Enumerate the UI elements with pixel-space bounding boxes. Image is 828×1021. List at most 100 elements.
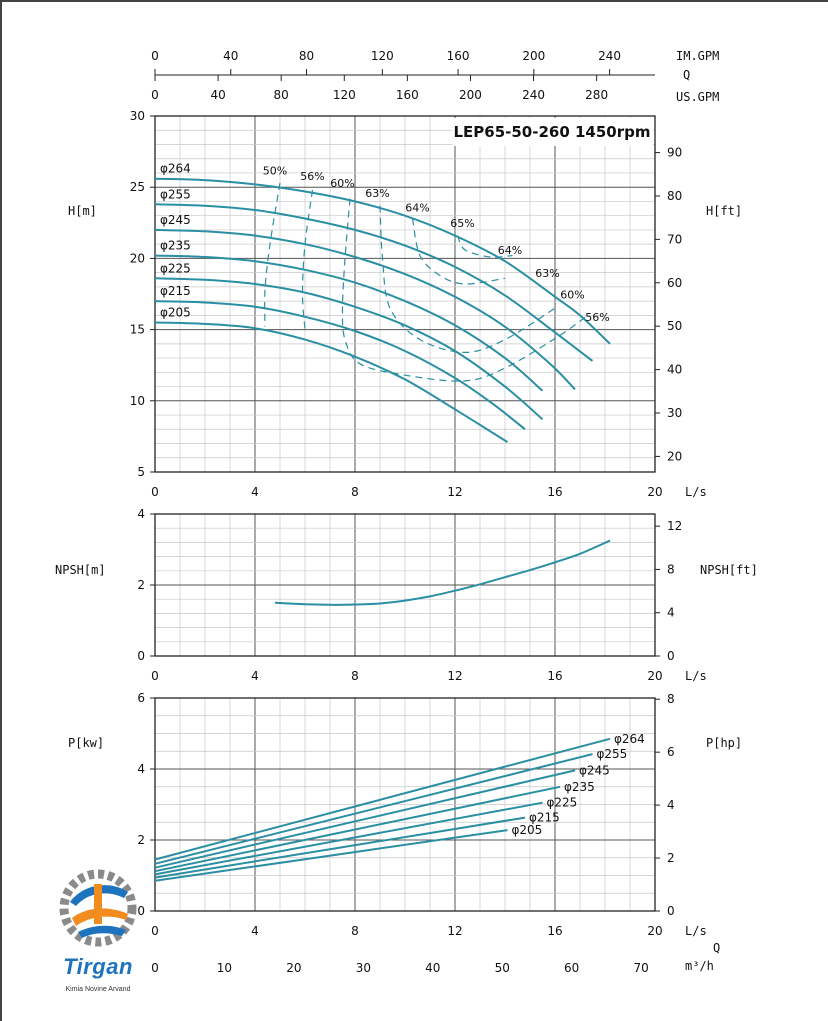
us-gpm-tick-label: 240 — [522, 88, 545, 102]
right-tick-label: 4 — [667, 606, 675, 620]
flow-tick-label: 0 — [151, 669, 159, 683]
us-gpm-unit: US.GPM — [676, 90, 719, 104]
plot-border — [154, 115, 656, 473]
efficiency-contour — [341, 198, 588, 382]
power-line-d264 — [154, 737, 611, 861]
im-gpm-tick-label: 120 — [371, 49, 394, 63]
y-axis-label-right: NPSH[ft] — [700, 563, 758, 577]
efficiency-label: 60% — [560, 288, 584, 301]
bottom-q-label: Q — [713, 941, 720, 955]
npsh-curve — [274, 539, 611, 606]
im-gpm-unit: IM.GPM — [676, 49, 719, 63]
left-tick-label: 30 — [130, 109, 145, 123]
y-axis-label-left: NPSH[m] — [55, 563, 106, 577]
right-tick-label: 0 — [667, 904, 675, 918]
flow-unit-label: L/s — [685, 485, 707, 499]
right-tick-label: 8 — [667, 692, 675, 706]
m3h-unit-label: m³/h — [685, 959, 714, 973]
flow-tick-label: 0 — [151, 485, 159, 499]
left-tick-label: 0 — [137, 649, 145, 663]
im-gpm-tick-label: 80 — [299, 49, 314, 63]
head-curve-d255 — [154, 203, 594, 362]
im-gpm-tick-label: 200 — [522, 49, 545, 63]
left-tick-label: 10 — [130, 394, 145, 408]
top-flow-axes — [154, 69, 655, 81]
efficiency-label: 63% — [365, 187, 389, 200]
efficiency-label: 60% — [330, 177, 354, 190]
head-curve-label: φ245 — [160, 213, 191, 227]
left-tick-label: 25 — [130, 180, 145, 194]
power-line-label: φ264 — [614, 732, 645, 746]
flow-tick-label: 16 — [547, 669, 562, 683]
flow-tick-label: 4 — [251, 924, 259, 938]
head-chart-panel — [150, 115, 660, 473]
left-tick-label: 5 — [137, 465, 145, 479]
m3h-tick-label: 40 — [425, 961, 440, 975]
flow-tick-label: 4 — [251, 669, 259, 683]
efficiency-label: 65% — [450, 217, 474, 230]
flow-tick-label: 12 — [447, 485, 462, 499]
left-tick-label: 0 — [137, 904, 145, 918]
right-tick-label: 2 — [667, 851, 675, 865]
flow-tick-label: 16 — [547, 924, 562, 938]
m3h-tick-label: 70 — [633, 961, 648, 975]
power-line-d205 — [154, 829, 508, 882]
head-curve-label: φ264 — [160, 162, 191, 176]
left-tick-label: 20 — [130, 251, 145, 265]
left-tick-label: 2 — [137, 578, 145, 592]
head-curve-label: φ215 — [160, 284, 191, 298]
m3h-tick-label: 20 — [286, 961, 301, 975]
company-logo: Tirgan Kimia Novine Arvand — [48, 862, 148, 1000]
efficiency-contour — [301, 189, 314, 330]
right-tick-label: 20 — [667, 449, 682, 463]
m3h-tick-label: 0 — [151, 961, 159, 975]
us-gpm-tick-label: 80 — [274, 88, 289, 102]
efficiency-contours — [264, 182, 588, 382]
head-curve-d205 — [154, 321, 509, 443]
left-tick-label: 6 — [137, 691, 145, 705]
head-curve-d264 — [154, 177, 611, 345]
logo-wordmark: Tirgan — [63, 954, 133, 979]
us-gpm-tick-label: 120 — [333, 88, 356, 102]
flow-tick-label: 8 — [351, 924, 359, 938]
us-gpm-tick-label: 40 — [210, 88, 225, 102]
npsh-chart-panel — [150, 513, 660, 657]
right-tick-label: 4 — [667, 798, 675, 812]
right-tick-label: 40 — [667, 363, 682, 377]
right-tick-label: 12 — [667, 519, 682, 533]
efficiency-label: 63% — [535, 267, 559, 280]
y-axis-label-right: H[ft] — [706, 204, 742, 218]
head-curve-d215 — [154, 300, 526, 431]
y-axis-label-right: P[hp] — [706, 736, 742, 750]
left-tick-label: 15 — [130, 323, 145, 337]
flow-tick-label: 20 — [647, 485, 662, 499]
im-gpm-tick-label: 240 — [598, 49, 621, 63]
power-chart-panel — [150, 697, 660, 912]
us-gpm-tick-label: 0 — [151, 88, 159, 102]
flow-tick-label: 20 — [647, 924, 662, 938]
left-tick-label: 4 — [137, 507, 145, 521]
m3h-tick-label: 10 — [217, 961, 232, 975]
efficiency-contour — [379, 205, 556, 354]
power-line-label: φ255 — [597, 747, 628, 761]
efficiency-contour — [456, 235, 513, 258]
right-tick-label: 70 — [667, 232, 682, 246]
right-tick-label: 30 — [667, 406, 682, 420]
m3h-tick-label: 60 — [564, 961, 579, 975]
head-curve-label: φ225 — [160, 261, 191, 275]
chart-title: LEP65-50-260 1450rpm — [452, 118, 653, 146]
logo-gear-icon — [59, 869, 137, 947]
head-curve-d245 — [154, 228, 576, 391]
power-line-label: φ205 — [512, 823, 543, 837]
m3h-tick-label: 30 — [356, 961, 371, 975]
logo-tagline: Kimia Novine Arvand — [65, 986, 131, 993]
im-gpm-tick-label: 160 — [447, 49, 470, 63]
left-tick-label: 4 — [137, 762, 145, 776]
title-background — [452, 118, 653, 146]
head-curve-d235 — [154, 254, 544, 392]
plot-border — [154, 697, 656, 912]
head-curve-label: φ255 — [160, 187, 191, 201]
us-gpm-tick-label: 200 — [459, 88, 482, 102]
